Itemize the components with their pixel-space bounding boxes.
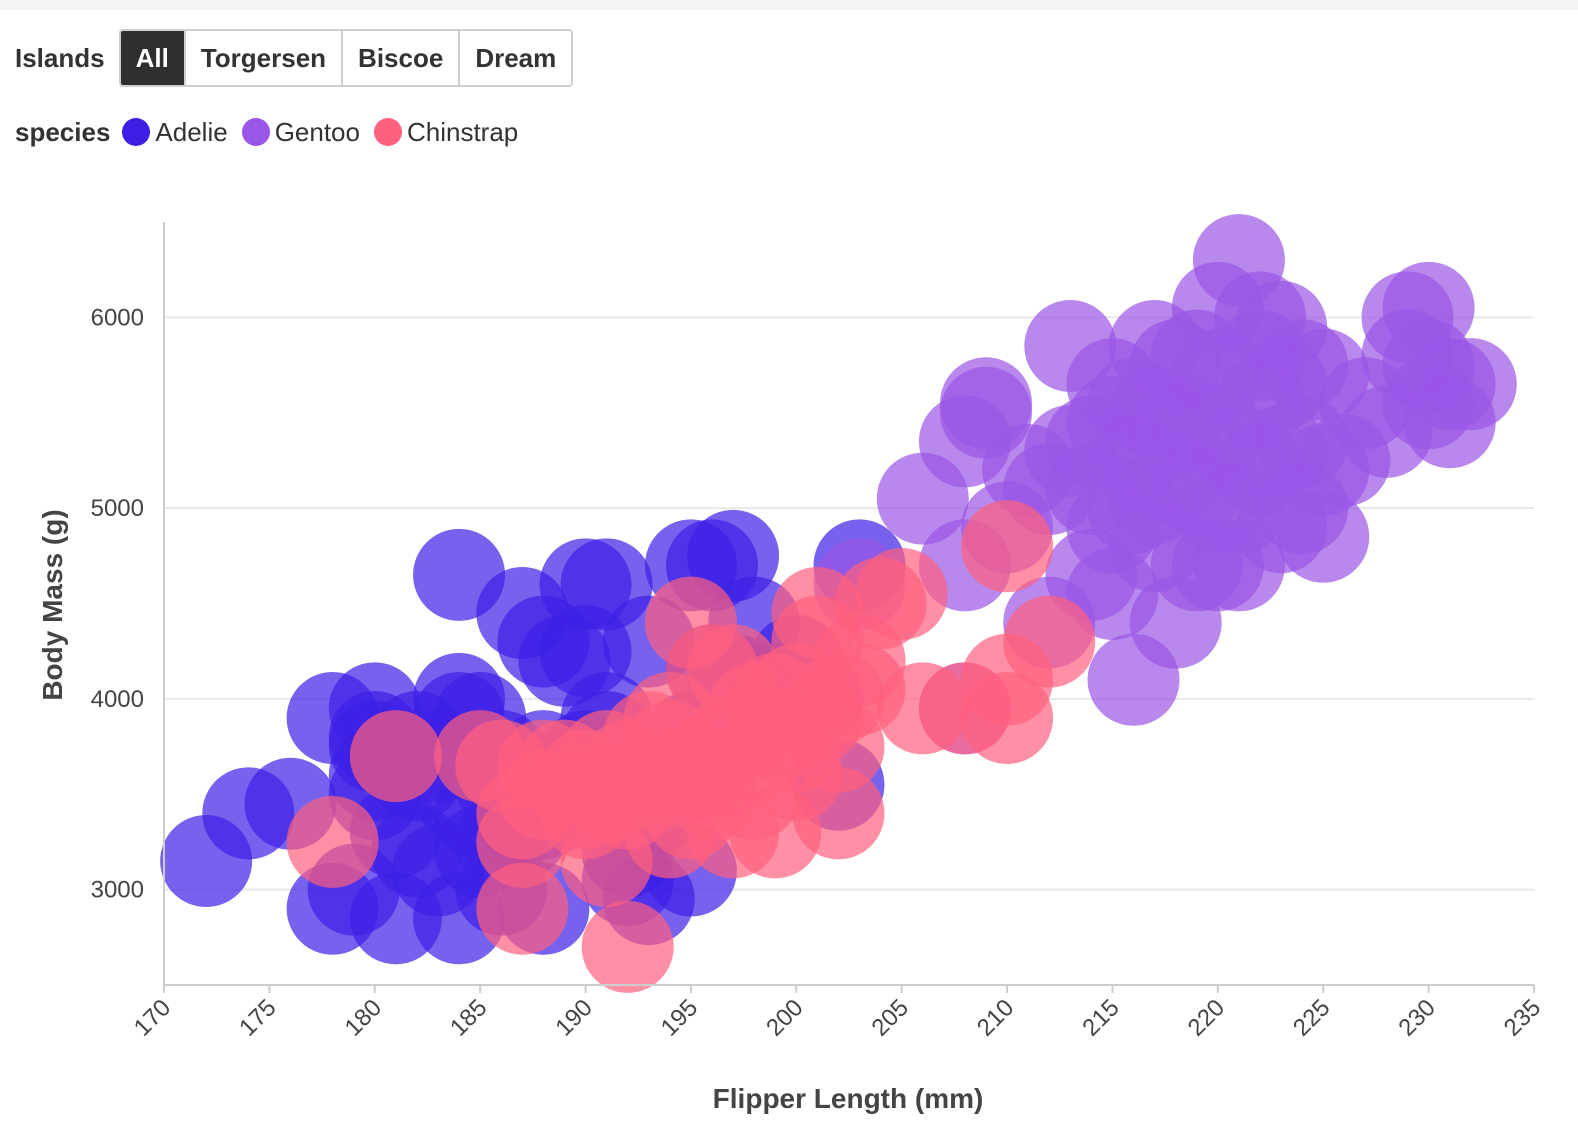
x-tick-label: 200 bbox=[761, 994, 808, 1041]
data-point-chinstrap bbox=[961, 500, 1054, 593]
x-tick-label: 190 bbox=[550, 994, 597, 1041]
data-point-chinstrap bbox=[476, 862, 569, 955]
y-tick-label: 4000 bbox=[91, 686, 144, 713]
legend-item-gentoo[interactable]: Gentoo bbox=[241, 116, 360, 148]
x-axis-title: Flipper Length (mm) bbox=[713, 1083, 984, 1114]
data-point-chinstrap bbox=[792, 700, 885, 793]
legend-title: species bbox=[15, 116, 111, 147]
legend-item-adelie[interactable]: Adelie bbox=[122, 116, 228, 148]
data-point-chinstrap bbox=[349, 710, 442, 803]
island-option-biscoe[interactable]: Biscoe bbox=[341, 31, 459, 85]
data-point-gentoo bbox=[1235, 404, 1328, 497]
legend-label-chinstrap: Chinstrap bbox=[406, 116, 519, 147]
data-point-adelie bbox=[413, 528, 506, 621]
island-option-dream[interactable]: Dream bbox=[458, 31, 572, 85]
data-point-chinstrap bbox=[560, 748, 653, 841]
data-point-gentoo bbox=[1277, 490, 1370, 583]
legend-label-adelie: Adelie bbox=[155, 116, 228, 147]
data-point-gentoo bbox=[1150, 376, 1243, 469]
x-tick-label: 180 bbox=[340, 994, 387, 1041]
x-tick-label: 220 bbox=[1183, 994, 1230, 1041]
x-tick-label: 210 bbox=[972, 994, 1019, 1041]
data-points bbox=[160, 214, 1517, 993]
data-point-chinstrap bbox=[1003, 595, 1096, 688]
x-tick-label: 170 bbox=[129, 994, 176, 1041]
legend-label-gentoo: Gentoo bbox=[274, 116, 360, 147]
legend-swatch-gentoo bbox=[241, 118, 270, 146]
y-axis-title: Body Mass (g) bbox=[37, 509, 68, 700]
data-point-chinstrap bbox=[961, 671, 1054, 764]
data-point-chinstrap bbox=[792, 767, 885, 860]
legend-swatch-adelie bbox=[122, 118, 151, 146]
top-strip bbox=[0, 0, 1578, 10]
legend-swatch-chinstrap bbox=[373, 118, 402, 146]
y-tick-label: 6000 bbox=[91, 304, 144, 331]
islands-filter-label: Islands bbox=[15, 42, 105, 73]
island-option-torgersen[interactable]: Torgersen bbox=[183, 31, 342, 85]
legend-item-chinstrap[interactable]: Chinstrap bbox=[373, 116, 519, 148]
island-option-all[interactable]: All bbox=[120, 31, 184, 85]
x-tick-label: 235 bbox=[1499, 994, 1546, 1041]
data-point-chinstrap bbox=[855, 547, 948, 640]
data-point-chinstrap bbox=[581, 900, 674, 993]
x-tick-label: 215 bbox=[1077, 994, 1124, 1041]
x-tick-label: 195 bbox=[656, 994, 703, 1041]
x-tick-label: 230 bbox=[1393, 994, 1440, 1041]
data-point-chinstrap bbox=[286, 795, 379, 888]
y-tick-label: 5000 bbox=[91, 495, 144, 522]
islands-filter: Islands All Torgersen Biscoe Dream bbox=[15, 29, 574, 87]
y-tick-label: 3000 bbox=[91, 877, 144, 904]
x-tick-label: 185 bbox=[445, 994, 492, 1041]
data-point-gentoo bbox=[1424, 338, 1517, 431]
species-legend: species Adelie Gentoo Chinstrap bbox=[15, 112, 532, 152]
x-tick-label: 225 bbox=[1288, 994, 1335, 1041]
x-tick-label: 205 bbox=[867, 994, 914, 1041]
islands-segmented-control: All Torgersen Biscoe Dream bbox=[118, 29, 574, 87]
x-tick-label: 175 bbox=[234, 994, 281, 1041]
data-point-chinstrap bbox=[644, 729, 737, 822]
